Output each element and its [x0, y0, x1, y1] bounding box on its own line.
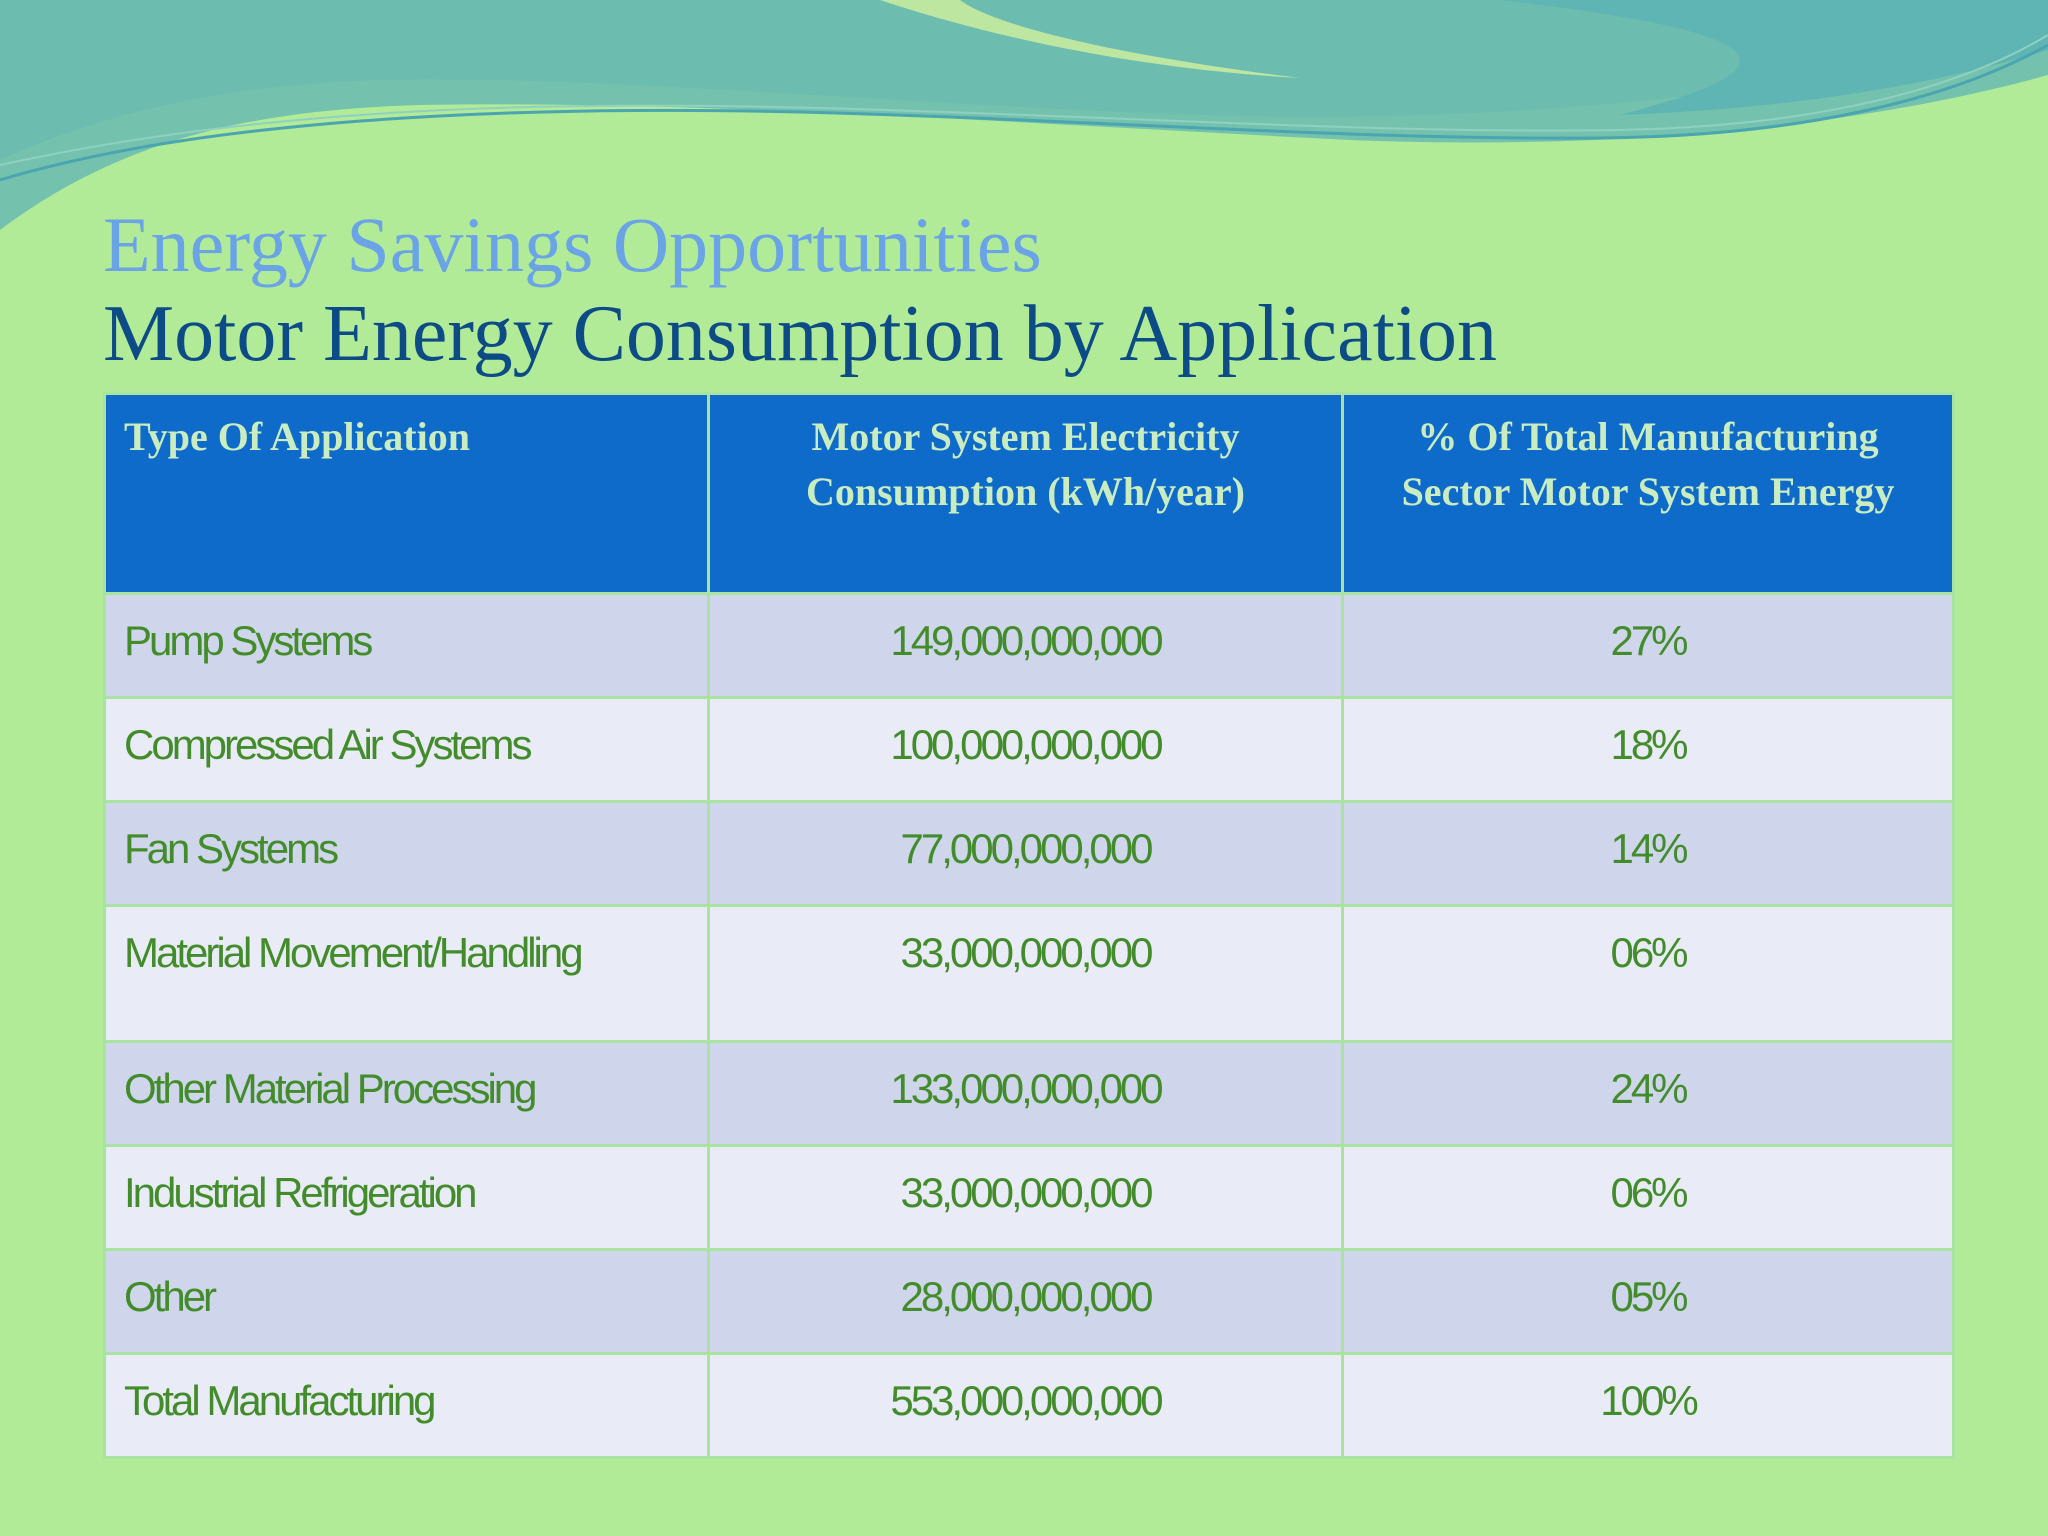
- table-row: Other 28,000,000,000 05%: [103, 1248, 1955, 1355]
- motor-energy-table: Type Of Application Motor System Electri…: [103, 392, 1955, 1459]
- slide-heading: Energy Savings Opportunities: [103, 201, 1042, 288]
- cell-consumption: 553,000,000,000: [707, 1352, 1344, 1459]
- cell-application: Industrial Refrigeration: [103, 1144, 710, 1251]
- cell-application: Other Material Processing: [103, 1040, 710, 1147]
- cell-percent: 100%: [1341, 1352, 1955, 1459]
- cell-application: Total Manufacturing: [103, 1352, 710, 1459]
- cell-consumption: 133,000,000,000: [707, 1040, 1344, 1147]
- cell-application: Compressed Air Systems: [103, 696, 710, 803]
- table-row: Fan Systems 77,000,000,000 14%: [103, 800, 1955, 907]
- header-application-type: Type Of Application: [103, 392, 710, 595]
- cell-consumption: 28,000,000,000: [707, 1248, 1344, 1355]
- table-row-total: Total Manufacturing 553,000,000,000 100%: [103, 1352, 1955, 1459]
- table-row: Material Movement/Handling 33,000,000,00…: [103, 904, 1955, 1043]
- cell-percent: 24%: [1341, 1040, 1955, 1147]
- background-wave: [0, 0, 2048, 230]
- cell-percent: 05%: [1341, 1248, 1955, 1355]
- cell-consumption: 100,000,000,000: [707, 696, 1344, 803]
- slide-subheading: Motor Energy Consumption by Application: [103, 290, 1498, 378]
- header-percent-of-total: % Of Total Manufacturing Sector Motor Sy…: [1341, 392, 1955, 595]
- table-row: Pump Systems 149,000,000,000 27%: [103, 592, 1955, 699]
- cell-percent: 14%: [1341, 800, 1955, 907]
- table-row: Compressed Air Systems 100,000,000,000 1…: [103, 696, 1955, 803]
- cell-application: Material Movement/Handling: [103, 904, 710, 1043]
- cell-percent: 18%: [1341, 696, 1955, 803]
- cell-consumption: 77,000,000,000: [707, 800, 1344, 907]
- table-row: Other Material Processing 133,000,000,00…: [103, 1040, 1955, 1147]
- cell-application: Other: [103, 1248, 710, 1355]
- table-header-row: Type Of Application Motor System Electri…: [103, 392, 1955, 595]
- cell-percent: 27%: [1341, 592, 1955, 699]
- cell-percent: 06%: [1341, 904, 1955, 1043]
- cell-consumption: 149,000,000,000: [707, 592, 1344, 699]
- cell-consumption: 33,000,000,000: [707, 904, 1344, 1043]
- cell-consumption: 33,000,000,000: [707, 1144, 1344, 1251]
- header-electricity-consumption: Motor System Electricity Consumption (kW…: [707, 392, 1344, 595]
- cell-application: Fan Systems: [103, 800, 710, 907]
- cell-percent: 06%: [1341, 1144, 1955, 1251]
- cell-application: Pump Systems: [103, 592, 710, 699]
- table-row: Industrial Refrigeration 33,000,000,000 …: [103, 1144, 1955, 1251]
